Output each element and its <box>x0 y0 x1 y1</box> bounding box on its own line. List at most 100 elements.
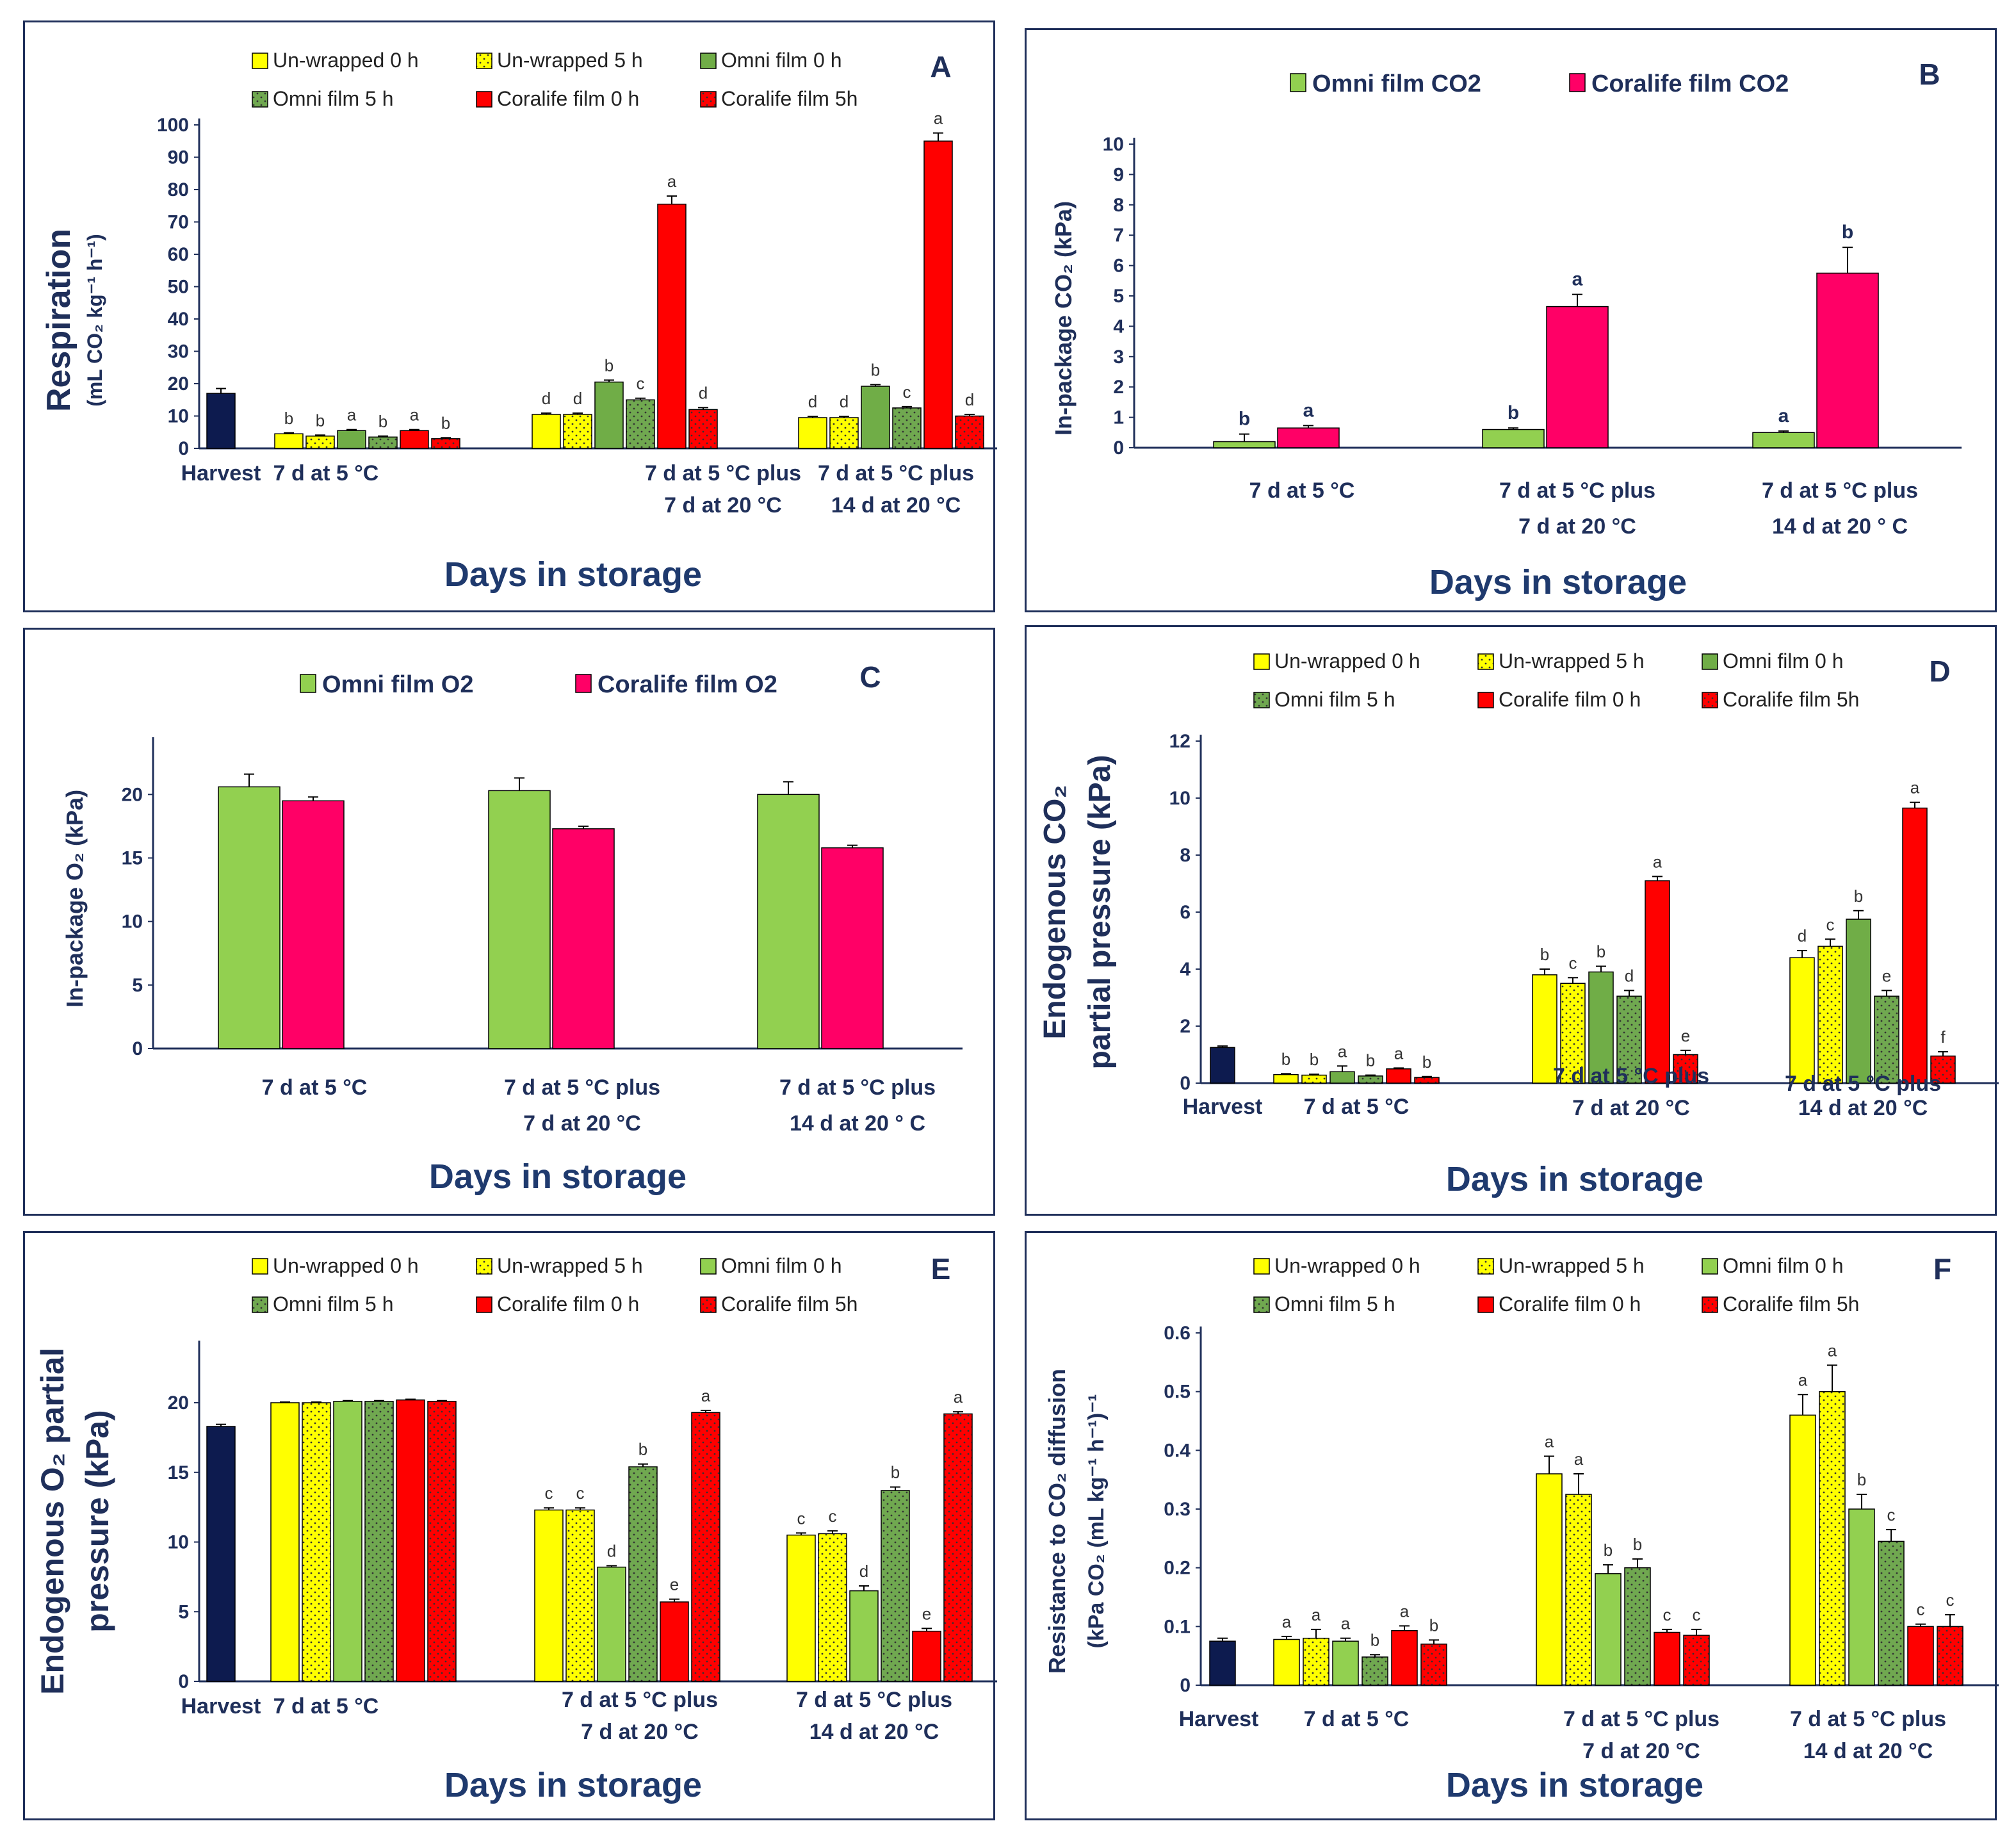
legend-swatch <box>476 53 492 69</box>
harvest-bar <box>1210 1047 1235 1084</box>
panel-D: 0 2 4 6 8 10 12 Harvest b b a b a b 7 d at 5 °C b c b d a e 7… <box>1025 625 1999 1216</box>
y-tick-label: 0 <box>1180 1073 1191 1094</box>
y-tick-label: 2 <box>1180 1016 1191 1037</box>
legend-label: Coralife film CO2 <box>1591 70 1789 97</box>
panel-letter: C <box>859 660 881 694</box>
x-axis-title: Days in storage <box>1429 563 1687 601</box>
bar-omni-film-5-h <box>628 1466 658 1682</box>
legend-swatch <box>1253 1258 1270 1275</box>
legend-swatch <box>1477 1296 1494 1313</box>
bar-un-wrapped-5-h <box>829 417 859 449</box>
y-axis-title: Resistance to CO₂ diffusion <box>1044 1369 1070 1674</box>
y-tick-label: 4 <box>1113 316 1124 337</box>
y-tick-label: 6 <box>1113 256 1124 277</box>
y-tick-label: 15 <box>168 1462 189 1483</box>
y-tick-label: 0.1 <box>1164 1616 1191 1637</box>
category-label: 7 d at 20 °C <box>1582 1739 1700 1763</box>
legend-swatch <box>1253 692 1270 708</box>
panel-letter: E <box>931 1252 951 1286</box>
bar-omni-film-o2 <box>218 786 280 1049</box>
legend-swatch <box>1702 653 1718 670</box>
legend-label: Coralife film 5h <box>1723 1293 1859 1316</box>
y-tick-label: 20 <box>168 373 189 395</box>
bar-un-wrapped-0-h <box>1273 1638 1300 1686</box>
significance-letter: a <box>1400 1601 1410 1621</box>
significance-letter: b <box>638 1440 647 1459</box>
significance-letter: d <box>542 389 551 408</box>
significance-letter: a <box>1341 1614 1351 1633</box>
bar-coralife-film-0-h <box>657 203 687 449</box>
significance-letter: a <box>1653 852 1662 871</box>
panel-letter: F <box>1933 1252 1951 1286</box>
y-tick-label: 100 <box>157 115 189 136</box>
bar-omni-film-0-h <box>337 430 366 449</box>
legend-swatch <box>1253 1296 1270 1313</box>
y-tick-label: 0.4 <box>1164 1440 1191 1461</box>
category-label: 7 d at 20 °C <box>523 1111 641 1136</box>
bar-coralife-film-5h <box>1414 1077 1440 1084</box>
significance-letter: c <box>1569 953 1577 972</box>
significance-letter: a <box>1828 1341 1837 1360</box>
significance-letter: a <box>1394 1043 1404 1063</box>
bar-coralife-film-0-h <box>923 140 953 449</box>
y-tick-label: 50 <box>168 277 189 298</box>
legend-label: Coralife film 0 h <box>497 1293 639 1316</box>
y-tick-label: 0 <box>132 1038 143 1059</box>
y-tick-label: 20 <box>168 1392 189 1414</box>
bar-omni-film-5-h <box>1358 1075 1383 1084</box>
bar-omni-film-0-h <box>861 386 890 449</box>
category-label: 7 d at 5 °C <box>1304 1095 1410 1119</box>
bar-un-wrapped-0-h <box>270 1402 300 1682</box>
legend-swatch <box>252 91 268 108</box>
category-label: 14 d at 20 °C <box>809 1720 939 1744</box>
category-label: 14 d at 20 °C <box>1803 1739 1933 1763</box>
significance-letter: a <box>1778 405 1789 427</box>
significance-letter: a <box>1572 269 1583 290</box>
bar-omni-film-0-h <box>1329 1071 1355 1084</box>
bar-omni-film-5-h <box>364 1401 394 1682</box>
bar-un-wrapped-5-h <box>1817 945 1843 1084</box>
bar-un-wrapped-5-h <box>818 1533 847 1682</box>
significance-letter: b <box>1508 402 1519 423</box>
legend-swatch <box>1702 1258 1718 1275</box>
bar-coralife-film-0-h <box>400 430 429 449</box>
panel-E: 0 5 10 15 20 Harvest 7 d at 5 °C c c d b e a 7 d at 5… <box>23 1231 997 1820</box>
bar-coralife-film-0-h <box>1645 880 1670 1084</box>
x-axis-title: Days in storage <box>444 1766 702 1804</box>
y-axis-title: (mL CO₂ kg⁻¹ h⁻¹) <box>83 234 106 407</box>
category-label: 7 d at 5 °C plus <box>1762 478 1918 503</box>
legend-swatch <box>1290 73 1306 92</box>
chart-E: 0 5 10 15 20 Harvest 7 d at 5 °C c c d b e a 7 d at 5… <box>35 1252 997 1804</box>
bar-omni-film-5-h <box>1878 1540 1905 1686</box>
category-label: 7 d at 5 °C plus <box>1499 478 1655 503</box>
y-axis-title: Endogenous CO₂ <box>1038 785 1072 1039</box>
legend-swatch <box>476 1258 492 1275</box>
bar-un-wrapped-5-h <box>302 1402 331 1682</box>
y-tick-label: 10 <box>168 406 189 427</box>
significance-letter: a <box>954 1387 963 1407</box>
bar-omni-film-o2 <box>757 794 820 1049</box>
legend-label: Omni film 0 h <box>1723 1254 1843 1277</box>
significance-letter: c <box>576 1483 585 1503</box>
significance-letter: b <box>316 411 325 430</box>
legend-label: Omni film 0 h <box>721 49 841 72</box>
bar-omni-film-0-h <box>849 1590 879 1682</box>
harvest-label: Harvest <box>181 1694 261 1719</box>
category-label: 7 d at 20 °C <box>1518 514 1636 539</box>
chart-C: 0 5 10 15 20 7 d at 5 °C 7 d at 5 °C plus 7 d a… <box>61 660 963 1196</box>
significance-letter: d <box>699 383 708 402</box>
bar-omni-film-co2 <box>1213 441 1276 448</box>
y-tick-label: 2 <box>1113 377 1124 398</box>
category-label: 7 d at 5 °C plus <box>1790 1707 1946 1731</box>
harvest-bar <box>1209 1640 1236 1686</box>
significance-letter: b <box>1597 942 1605 961</box>
legend-label: Un-wrapped 5 h <box>1499 649 1645 673</box>
harvest-label: Harvest <box>1179 1707 1259 1731</box>
category-label: 7 d at 5 °C plus <box>779 1075 936 1100</box>
legend-swatch <box>476 91 492 108</box>
legend-label: Omni film 5 h <box>273 87 393 110</box>
bar-un-wrapped-0-h <box>786 1534 816 1682</box>
bar-un-wrapped-5-h <box>1303 1637 1329 1686</box>
significance-letter: b <box>1604 1540 1613 1560</box>
